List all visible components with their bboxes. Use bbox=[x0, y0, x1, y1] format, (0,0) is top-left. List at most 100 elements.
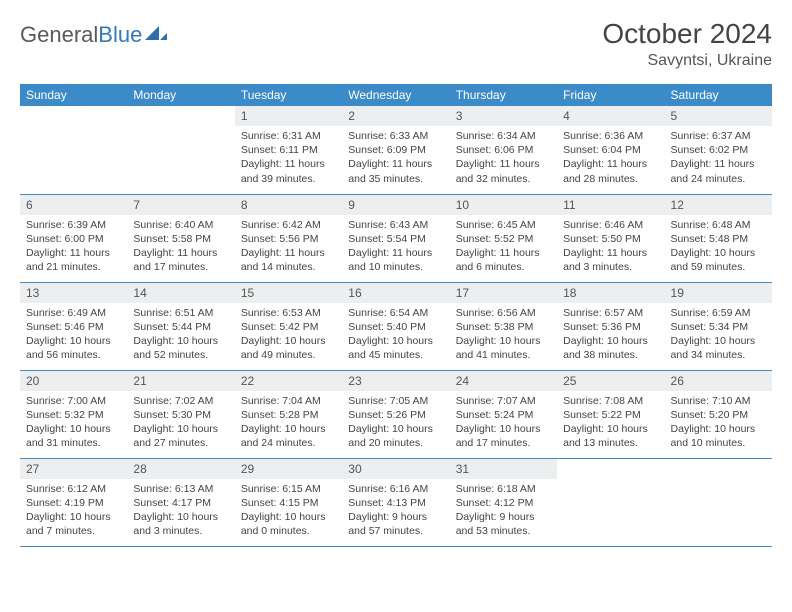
daylight-text: Daylight: 10 hours bbox=[563, 334, 658, 348]
daylight-text: and 32 minutes. bbox=[456, 172, 551, 186]
calendar-body: ..1Sunrise: 6:31 AMSunset: 6:11 PMDaylig… bbox=[20, 106, 772, 546]
logo-sail-icon bbox=[145, 22, 167, 48]
daylight-text: and 7 minutes. bbox=[26, 524, 121, 538]
sunrise-text: Sunrise: 6:45 AM bbox=[456, 218, 551, 232]
daylight-text: Daylight: 11 hours bbox=[241, 157, 336, 171]
calendar-day-cell: . bbox=[665, 458, 772, 546]
weekday-header: Friday bbox=[557, 84, 664, 106]
calendar-day-cell: 22Sunrise: 7:04 AMSunset: 5:28 PMDayligh… bbox=[235, 370, 342, 458]
sunset-text: Sunset: 5:34 PM bbox=[671, 320, 766, 334]
sunset-text: Sunset: 4:19 PM bbox=[26, 496, 121, 510]
calendar-day-cell: 21Sunrise: 7:02 AMSunset: 5:30 PMDayligh… bbox=[127, 370, 234, 458]
sunset-text: Sunset: 5:30 PM bbox=[133, 408, 228, 422]
daylight-text: Daylight: 10 hours bbox=[671, 422, 766, 436]
daylight-text: Daylight: 11 hours bbox=[563, 246, 658, 260]
daylight-text: and 0 minutes. bbox=[241, 524, 336, 538]
calendar-day-cell: 9Sunrise: 6:43 AMSunset: 5:54 PMDaylight… bbox=[342, 194, 449, 282]
daylight-text: and 6 minutes. bbox=[456, 260, 551, 274]
sunrise-text: Sunrise: 6:56 AM bbox=[456, 306, 551, 320]
sunset-text: Sunset: 5:56 PM bbox=[241, 232, 336, 246]
daylight-text: and 17 minutes. bbox=[133, 260, 228, 274]
day-content: Sunrise: 7:07 AMSunset: 5:24 PMDaylight:… bbox=[450, 391, 557, 457]
sunrise-text: Sunrise: 6:53 AM bbox=[241, 306, 336, 320]
day-content: Sunrise: 6:37 AMSunset: 6:02 PMDaylight:… bbox=[665, 126, 772, 192]
daylight-text: Daylight: 10 hours bbox=[456, 334, 551, 348]
day-content: Sunrise: 6:40 AMSunset: 5:58 PMDaylight:… bbox=[127, 215, 234, 281]
sunset-text: Sunset: 4:17 PM bbox=[133, 496, 228, 510]
sunrise-text: Sunrise: 6:37 AM bbox=[671, 129, 766, 143]
day-content: Sunrise: 7:10 AMSunset: 5:20 PMDaylight:… bbox=[665, 391, 772, 457]
calendar-week-row: ..1Sunrise: 6:31 AMSunset: 6:11 PMDaylig… bbox=[20, 106, 772, 194]
sunset-text: Sunset: 6:09 PM bbox=[348, 143, 443, 157]
sunrise-text: Sunrise: 6:46 AM bbox=[563, 218, 658, 232]
location-label: Savyntsi, Ukraine bbox=[602, 52, 772, 70]
brand-part2: Blue bbox=[98, 22, 142, 48]
calendar-day-cell: 24Sunrise: 7:07 AMSunset: 5:24 PMDayligh… bbox=[450, 370, 557, 458]
sunset-text: Sunset: 5:24 PM bbox=[456, 408, 551, 422]
daylight-text: Daylight: 11 hours bbox=[241, 246, 336, 260]
day-content: Sunrise: 7:02 AMSunset: 5:30 PMDaylight:… bbox=[127, 391, 234, 457]
sunrise-text: Sunrise: 7:02 AM bbox=[133, 394, 228, 408]
sunset-text: Sunset: 6:11 PM bbox=[241, 143, 336, 157]
daylight-text: Daylight: 10 hours bbox=[133, 510, 228, 524]
sunrise-text: Sunrise: 6:15 AM bbox=[241, 482, 336, 496]
calendar-day-cell: . bbox=[20, 106, 127, 194]
sunrise-text: Sunrise: 6:43 AM bbox=[348, 218, 443, 232]
day-content: Sunrise: 7:04 AMSunset: 5:28 PMDaylight:… bbox=[235, 391, 342, 457]
day-content: Sunrise: 6:49 AMSunset: 5:46 PMDaylight:… bbox=[20, 303, 127, 369]
sunset-text: Sunset: 5:46 PM bbox=[26, 320, 121, 334]
calendar-day-cell: 14Sunrise: 6:51 AMSunset: 5:44 PMDayligh… bbox=[127, 282, 234, 370]
calendar-day-cell: 4Sunrise: 6:36 AMSunset: 6:04 PMDaylight… bbox=[557, 106, 664, 194]
sunrise-text: Sunrise: 6:57 AM bbox=[563, 306, 658, 320]
weekday-header: Monday bbox=[127, 84, 234, 106]
sunrise-text: Sunrise: 7:00 AM bbox=[26, 394, 121, 408]
day-number: 21 bbox=[127, 371, 234, 391]
calendar-day-cell: 19Sunrise: 6:59 AMSunset: 5:34 PMDayligh… bbox=[665, 282, 772, 370]
daylight-text: and 53 minutes. bbox=[456, 524, 551, 538]
daylight-text: and 28 minutes. bbox=[563, 172, 658, 186]
day-number: 19 bbox=[665, 283, 772, 303]
sunrise-text: Sunrise: 6:18 AM bbox=[456, 482, 551, 496]
day-content: Sunrise: 6:54 AMSunset: 5:40 PMDaylight:… bbox=[342, 303, 449, 369]
day-content: Sunrise: 6:18 AMSunset: 4:12 PMDaylight:… bbox=[450, 479, 557, 545]
daylight-text: and 20 minutes. bbox=[348, 436, 443, 450]
day-content: Sunrise: 6:53 AMSunset: 5:42 PMDaylight:… bbox=[235, 303, 342, 369]
sunrise-text: Sunrise: 6:33 AM bbox=[348, 129, 443, 143]
daylight-text: and 10 minutes. bbox=[671, 436, 766, 450]
day-number: 15 bbox=[235, 283, 342, 303]
sunset-text: Sunset: 6:04 PM bbox=[563, 143, 658, 157]
day-number: 16 bbox=[342, 283, 449, 303]
sunrise-text: Sunrise: 6:31 AM bbox=[241, 129, 336, 143]
day-number: 20 bbox=[20, 371, 127, 391]
day-number: 7 bbox=[127, 195, 234, 215]
sunrise-text: Sunrise: 7:10 AM bbox=[671, 394, 766, 408]
day-number: 4 bbox=[557, 106, 664, 126]
day-number: 2 bbox=[342, 106, 449, 126]
calendar-head: SundayMondayTuesdayWednesdayThursdayFrid… bbox=[20, 84, 772, 106]
calendar-day-cell: 29Sunrise: 6:15 AMSunset: 4:15 PMDayligh… bbox=[235, 458, 342, 546]
sunset-text: Sunset: 5:54 PM bbox=[348, 232, 443, 246]
sunset-text: Sunset: 5:42 PM bbox=[241, 320, 336, 334]
sunset-text: Sunset: 4:15 PM bbox=[241, 496, 336, 510]
sunrise-text: Sunrise: 6:36 AM bbox=[563, 129, 658, 143]
day-content: Sunrise: 6:57 AMSunset: 5:36 PMDaylight:… bbox=[557, 303, 664, 369]
sunset-text: Sunset: 5:40 PM bbox=[348, 320, 443, 334]
daylight-text: Daylight: 11 hours bbox=[456, 157, 551, 171]
sunset-text: Sunset: 5:50 PM bbox=[563, 232, 658, 246]
daylight-text: and 59 minutes. bbox=[671, 260, 766, 274]
sunset-text: Sunset: 5:48 PM bbox=[671, 232, 766, 246]
daylight-text: Daylight: 10 hours bbox=[133, 334, 228, 348]
daylight-text: Daylight: 9 hours bbox=[456, 510, 551, 524]
daylight-text: and 14 minutes. bbox=[241, 260, 336, 274]
day-number: 3 bbox=[450, 106, 557, 126]
daylight-text: and 10 minutes. bbox=[348, 260, 443, 274]
weekday-header: Sunday bbox=[20, 84, 127, 106]
day-content: Sunrise: 6:12 AMSunset: 4:19 PMDaylight:… bbox=[20, 479, 127, 545]
calendar-day-cell: 31Sunrise: 6:18 AMSunset: 4:12 PMDayligh… bbox=[450, 458, 557, 546]
day-content: Sunrise: 6:46 AMSunset: 5:50 PMDaylight:… bbox=[557, 215, 664, 281]
daylight-text: Daylight: 11 hours bbox=[456, 246, 551, 260]
day-number: 23 bbox=[342, 371, 449, 391]
calendar-day-cell: 10Sunrise: 6:45 AMSunset: 5:52 PMDayligh… bbox=[450, 194, 557, 282]
sunrise-text: Sunrise: 6:42 AM bbox=[241, 218, 336, 232]
sunrise-text: Sunrise: 6:12 AM bbox=[26, 482, 121, 496]
